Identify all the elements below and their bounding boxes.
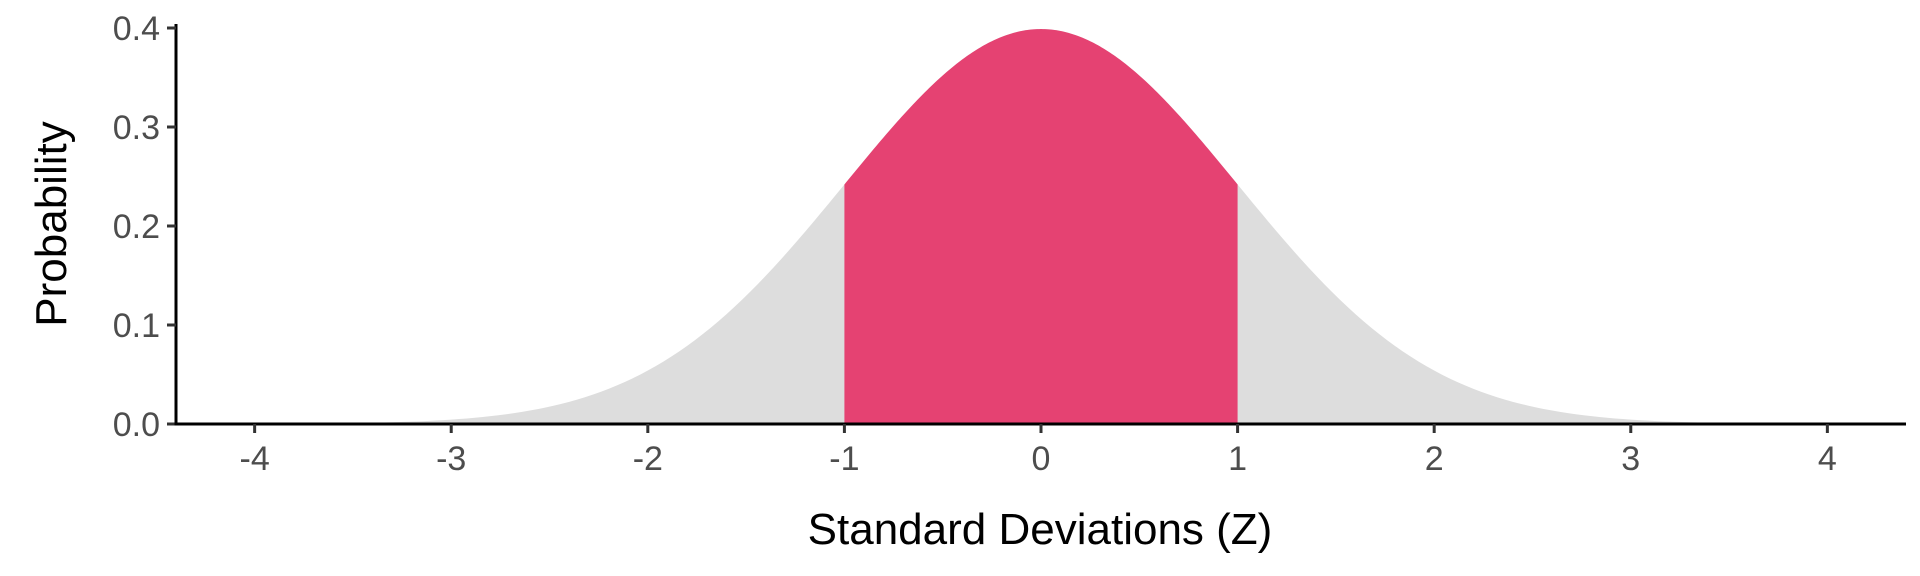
x-tick-label: 1 <box>1228 440 1247 478</box>
highlight-area <box>844 29 1238 425</box>
x-tick-label: -1 <box>829 440 859 478</box>
y-tick-label: 0.1 <box>113 307 160 345</box>
y-axis-title: Probability <box>27 121 76 326</box>
x-tick-label: -2 <box>633 440 663 478</box>
x-tick-label: 0 <box>1032 440 1051 478</box>
y-axis: 0.0 0.1 0.2 0.3 0.4 <box>113 10 178 444</box>
y-tick-label: 0.3 <box>113 109 160 147</box>
x-axis: -4 -3 -2 -1 0 1 2 3 4 <box>174 422 1906 478</box>
plot-area <box>254 29 1828 425</box>
y-tick-label: 0.0 <box>113 406 160 444</box>
y-tick-label: 0.4 <box>113 10 160 48</box>
x-tick-label: 4 <box>1818 440 1837 478</box>
x-tick-label: -4 <box>240 440 270 478</box>
x-tick-label: 2 <box>1425 440 1444 478</box>
x-tick-label: -3 <box>436 440 466 478</box>
y-tick-label: 0.2 <box>113 208 160 246</box>
x-axis-title: Standard Deviations (Z) <box>808 505 1273 554</box>
x-tick-label: 3 <box>1621 440 1640 478</box>
